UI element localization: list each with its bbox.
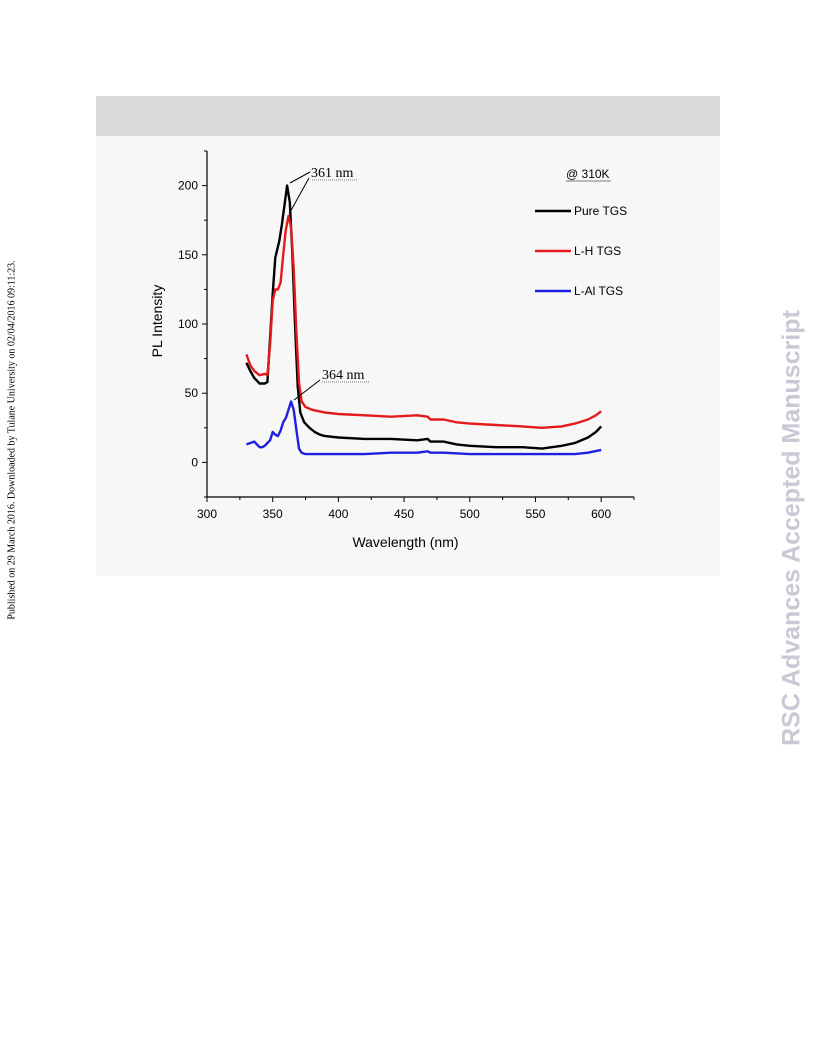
- header-band: [96, 96, 720, 136]
- x-tick-label: 300: [197, 507, 217, 521]
- peak-arrow-361-a: [289, 171, 311, 184]
- y-tick-label: 50: [185, 386, 199, 400]
- peak-label-364: 364 nm: [322, 368, 365, 383]
- x-tick-label: 600: [591, 507, 611, 521]
- series-line-pure-tgs: [245, 184, 603, 450]
- figure-background: [96, 136, 720, 576]
- condition-label: @ 310K: [566, 167, 610, 181]
- y-tick-label: 100: [178, 317, 198, 331]
- peak-label-361: 361 nm: [311, 166, 354, 181]
- peak-arrow-364: [293, 379, 321, 401]
- x-tick-label: 350: [263, 507, 283, 521]
- y-axis-title: PL Intensity: [149, 285, 165, 358]
- y-tick-label: 150: [178, 248, 198, 262]
- y-tick-label: 0: [191, 455, 198, 469]
- x-tick-label: 550: [525, 507, 545, 521]
- series-line-l-al-tgs: [246, 400, 602, 456]
- legend-label: L-Al TGS: [574, 284, 623, 298]
- annotations: @ 310K 361 nm 364 nm: [288, 166, 611, 401]
- x-axis-title: Wavelength (nm): [352, 534, 458, 550]
- x-tick-label: 400: [328, 507, 348, 521]
- axes: 300 350 400 450 500 550 600 0 50 100 150 200 Wavelen…: [149, 150, 635, 550]
- legend-label: L-H TGS: [574, 244, 621, 258]
- x-tick-label: 500: [460, 507, 480, 521]
- peak-arrow-361-b: [288, 177, 310, 215]
- x-tick-label: 450: [394, 507, 414, 521]
- legend: Pure TGS L-H TGS L-Al TGS: [535, 204, 627, 298]
- series-line-l-h-tgs: [245, 214, 602, 429]
- legend-label: Pure TGS: [574, 204, 627, 218]
- series-layer: [245, 184, 603, 456]
- y-tick-label: 200: [178, 179, 198, 193]
